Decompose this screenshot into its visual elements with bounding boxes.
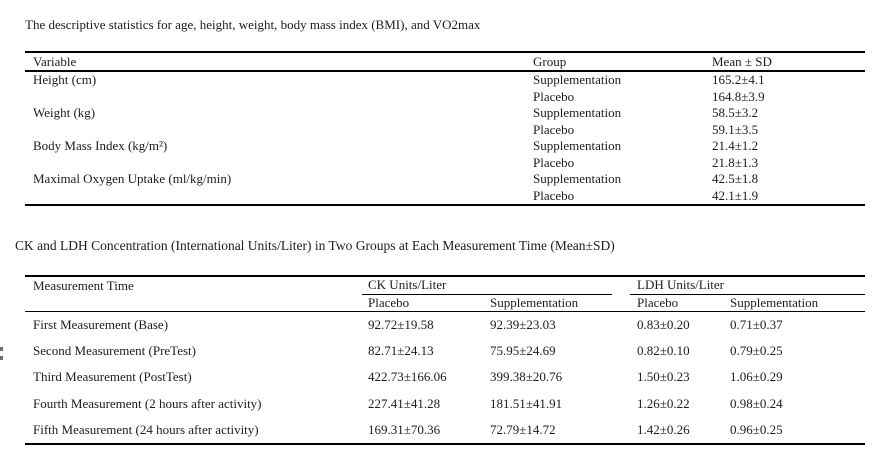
cell-measurement-time: Second Measurement (PreTest) <box>33 343 196 359</box>
table-row: Fifth Measurement (24 hours after activi… <box>25 417 865 443</box>
cell-ck-supplementation: 92.39±23.03 <box>490 317 556 333</box>
cell-ck-supplementation: 399.38±20.76 <box>490 369 563 385</box>
table-row: Second Measurement (PreTest) 82.71±24.13… <box>25 338 865 364</box>
cell-group: Placebo <box>533 88 575 104</box>
table-row: Third Measurement (PostTest) 422.73±166.… <box>25 364 865 390</box>
edge-artifact-mark <box>0 356 3 360</box>
descriptive-statistics-table: Variable Group Mean ± SD Height (cm) Sup… <box>25 51 865 206</box>
subheader-ck-supplementation: Supplementation <box>490 295 579 310</box>
cell-ldh-placebo: 0.83±0.20 <box>637 317 690 333</box>
cell-ck-placebo: 227.41±41.28 <box>368 395 441 411</box>
cell-mean-sd: 164.8±3.9 <box>712 88 765 104</box>
descriptive-table-caption: The descriptive statistics for age, heig… <box>25 17 481 32</box>
cell-group: Placebo <box>533 187 575 203</box>
cell-ck-supplementation: 75.95±24.69 <box>490 343 556 359</box>
table-header-row: Variable Group Mean ± SD <box>25 53 865 72</box>
group-header-row: Measurement Time CK Units/Liter LDH Unit… <box>25 277 865 295</box>
cell-ck-placebo: 82.71±24.13 <box>368 343 434 359</box>
cell-ldh-placebo: 1.26±0.22 <box>637 395 690 411</box>
cell-mean-sd: 58.5±3.2 <box>712 105 759 121</box>
table-row: Weight (kg) Supplementation 58.5±3.2 <box>25 105 865 122</box>
cell-group: Supplementation <box>533 72 622 88</box>
cell-ck-supplementation: 72.79±14.72 <box>490 421 556 437</box>
header-mean-sd: Mean ± SD <box>712 53 772 69</box>
cell-ldh-supplementation: 0.96±0.25 <box>730 421 783 437</box>
table-row: First Measurement (Base) 92.72±19.58 92.… <box>25 312 865 338</box>
cell-mean-sd: 42.1±1.9 <box>712 187 759 203</box>
cell-variable: Body Mass Index (kg/m²) <box>33 138 168 154</box>
header-group-ldh: LDH Units/Liter <box>630 277 865 295</box>
edge-artifact-mark <box>0 347 3 351</box>
cell-ldh-placebo: 1.50±0.23 <box>637 369 690 385</box>
cell-measurement-time: Fourth Measurement (2 hours after activi… <box>33 395 262 411</box>
subheader-ck-placebo: Placebo <box>368 295 410 310</box>
table-row: Maximal Oxygen Uptake (ml/kg/min) Supple… <box>25 171 865 188</box>
cell-mean-sd: 165.2±4.1 <box>712 72 765 88</box>
table-row: Placebo 59.1±3.5 <box>25 122 865 139</box>
cell-group: Placebo <box>533 121 575 137</box>
header-variable: Variable <box>33 53 77 69</box>
table-row: Placebo 21.8±1.3 <box>25 155 865 172</box>
subheader-row: Placebo Supplementation Placebo Suppleme… <box>25 295 865 312</box>
cell-ck-placebo: 169.31±70.36 <box>368 421 441 437</box>
cell-ldh-supplementation: 0.71±0.37 <box>730 317 783 333</box>
cell-measurement-time: Third Measurement (PostTest) <box>33 369 192 385</box>
table-row: Placebo 42.1±1.9 <box>25 188 865 205</box>
cell-ldh-supplementation: 0.79±0.25 <box>730 343 783 359</box>
header-measurement-time: Measurement Time <box>33 278 134 293</box>
cell-measurement-time: First Measurement (Base) <box>33 317 169 333</box>
ck-ldh-table-caption: CK and LDH Concentration (International … <box>15 238 615 253</box>
table-row: Body Mass Index (kg/m²) Supplementation … <box>25 138 865 155</box>
cell-mean-sd: 21.8±1.3 <box>712 154 759 170</box>
cell-mean-sd: 59.1±3.5 <box>712 121 759 137</box>
cell-group: Supplementation <box>533 171 622 187</box>
cell-variable: Maximal Oxygen Uptake (ml/kg/min) <box>33 171 232 187</box>
cell-ldh-supplementation: 1.06±0.29 <box>730 369 783 385</box>
cell-variable: Height (cm) <box>33 72 97 88</box>
cell-ck-supplementation: 181.51±41.91 <box>490 395 563 411</box>
table-row: Placebo 164.8±3.9 <box>25 89 865 106</box>
cell-ck-placebo: 92.72±19.58 <box>368 317 434 333</box>
cell-ldh-placebo: 0.82±0.10 <box>637 343 690 359</box>
table-row: Fourth Measurement (2 hours after activi… <box>25 391 865 417</box>
cell-mean-sd: 42.5±1.8 <box>712 171 759 187</box>
cell-ldh-placebo: 1.42±0.26 <box>637 421 690 437</box>
table-row: Height (cm) Supplementation 165.2±4.1 <box>25 72 865 89</box>
cell-group: Supplementation <box>533 138 622 154</box>
ck-ldh-table: Measurement Time CK Units/Liter LDH Unit… <box>25 275 865 445</box>
subheader-ldh-placebo: Placebo <box>637 295 679 310</box>
cell-measurement-time: Fifth Measurement (24 hours after activi… <box>33 421 259 437</box>
header-group: Group <box>533 53 567 69</box>
cell-ck-placebo: 422.73±166.06 <box>368 369 447 385</box>
cell-mean-sd: 21.4±1.2 <box>712 138 759 154</box>
cell-variable: Weight (kg) <box>33 105 96 121</box>
cell-group: Placebo <box>533 154 575 170</box>
header-group-ck: CK Units/Liter <box>362 277 612 295</box>
cell-group: Supplementation <box>533 105 622 121</box>
cell-ldh-supplementation: 0.98±0.24 <box>730 395 783 411</box>
subheader-ldh-supplementation: Supplementation <box>730 295 819 310</box>
